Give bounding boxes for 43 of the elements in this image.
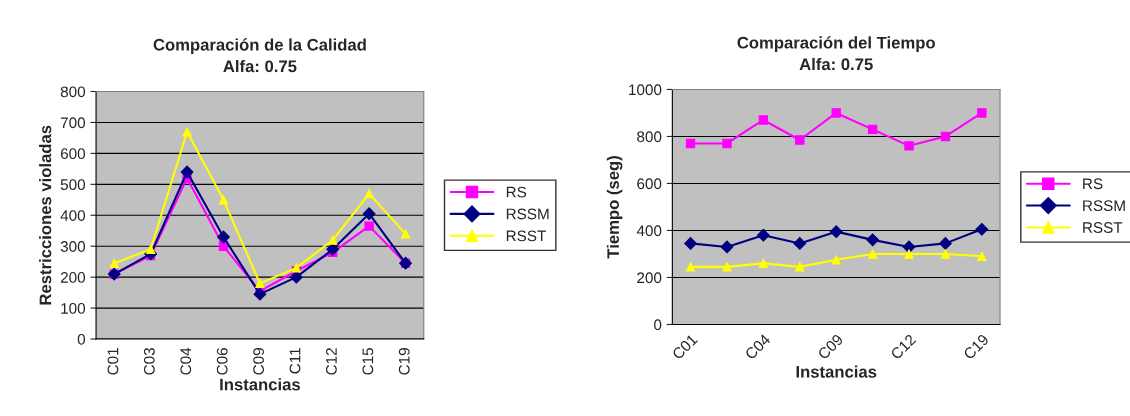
y-tick-label: 200: [60, 272, 86, 283]
y-tick-label: 0: [77, 333, 86, 345]
legend-label: RSST: [1083, 222, 1123, 233]
y-tick-label: 1000: [629, 84, 662, 96]
y-tick-label: 800: [637, 131, 662, 143]
y-tick-label: 600: [60, 148, 86, 160]
y-tick-label: 500: [60, 179, 86, 191]
chart-title: Comparación de la Calidad: [153, 38, 366, 54]
legend-label: RSSM: [1083, 200, 1125, 212]
x-tick-label: C03: [143, 348, 155, 375]
y-axis-title: Restricciones violadas: [39, 125, 52, 305]
legend-label: RS: [1083, 178, 1103, 190]
x-tick-label: C09: [817, 333, 844, 361]
legend-label: RSSM: [506, 208, 549, 220]
chart-title: Comparación del Tiempo: [737, 36, 935, 52]
y-tick-label: 400: [60, 210, 86, 221]
y-tick-label: 700: [60, 117, 86, 129]
y-tick-label: 300: [60, 241, 86, 252]
x-tick-label: C12: [890, 333, 917, 361]
legend-label: RSST: [506, 230, 546, 242]
y-axis-title: Tiempo (seg): [606, 156, 623, 259]
y-tick-label: 800: [60, 86, 86, 98]
y-tick-label: 200: [637, 272, 662, 284]
x-axis-title: Instancias: [796, 365, 877, 378]
x-tick-label: C09: [253, 348, 264, 375]
chart-subtitle: Alfa: 0.75: [799, 57, 873, 71]
x-tick-label: C12: [326, 348, 337, 375]
x-axis-title: Instancias: [220, 378, 300, 391]
x-tick-label: C11: [289, 348, 301, 374]
chart-subtitle: Alfa: 0.75: [223, 60, 297, 73]
x-tick-label: C01: [107, 348, 119, 375]
y-tick-label: 0: [654, 319, 662, 331]
x-tick-label: C15: [362, 348, 374, 375]
x-tick-label: C04: [744, 333, 771, 361]
x-tick-label: C19: [398, 348, 410, 375]
x-tick-label: C01: [671, 333, 698, 361]
legend-label: RS: [506, 186, 527, 198]
x-tick-label: C06: [216, 348, 228, 375]
y-tick-label: 600: [637, 178, 662, 190]
x-tick-label: C04: [180, 347, 192, 375]
x-tick-label: C19: [962, 333, 990, 361]
y-tick-label: 400: [636, 225, 662, 237]
y-tick-label: 100: [61, 302, 86, 314]
